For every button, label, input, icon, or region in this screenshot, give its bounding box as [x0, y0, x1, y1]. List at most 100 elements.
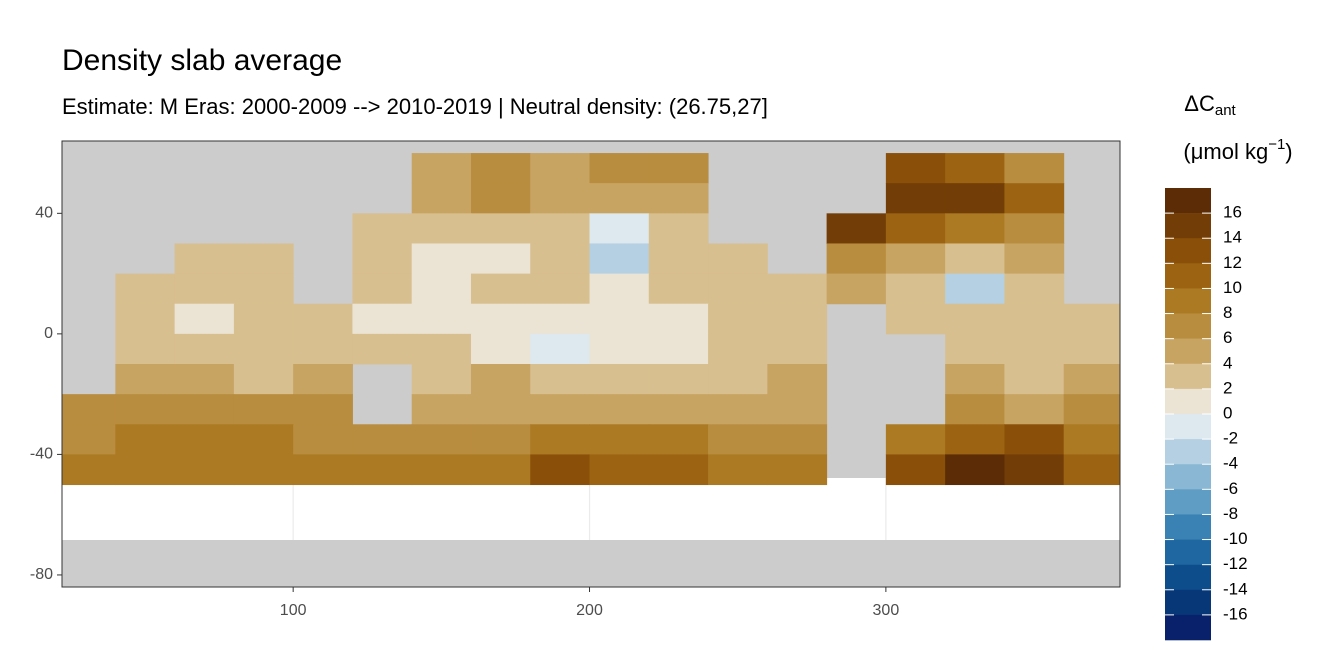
- cell: [411, 424, 472, 455]
- y-tick-label: -40: [30, 446, 53, 463]
- x-tick-label: 200: [576, 602, 603, 619]
- cell: [945, 394, 1005, 425]
- x-tick-label: 300: [873, 602, 900, 619]
- cell: [411, 183, 472, 214]
- cell: [530, 333, 591, 365]
- cell: [411, 153, 472, 184]
- cell: [1004, 454, 1065, 486]
- cell: [233, 364, 294, 395]
- cell: [174, 424, 235, 455]
- cell: [530, 213, 591, 244]
- cell: [530, 454, 591, 486]
- cell: [1063, 333, 1120, 365]
- cell: [589, 213, 650, 244]
- cell: [885, 454, 946, 486]
- cell: [115, 454, 176, 486]
- cell: [589, 364, 650, 395]
- cell: [708, 273, 768, 305]
- cell: [352, 213, 413, 244]
- legend-label: -14: [1223, 579, 1248, 598]
- cell: [411, 454, 472, 486]
- cell: [648, 213, 709, 244]
- cell: [708, 303, 768, 335]
- legend-label: -6: [1223, 479, 1238, 498]
- cell: [648, 273, 709, 305]
- legend-label: 0: [1223, 403, 1232, 422]
- cell: [233, 333, 294, 365]
- cell: [708, 333, 768, 365]
- legend: 16 14 12 10 8 6 4 2 0 -2 -4 -6 -8 -10 -12 -14 -16: [1165, 188, 1248, 641]
- cell: [470, 424, 531, 455]
- cell: [233, 454, 294, 486]
- cell: [530, 183, 591, 214]
- legend-title-sub: ant: [1215, 102, 1237, 119]
- cell: [945, 303, 1005, 335]
- cell: [233, 273, 294, 305]
- cell: [1004, 243, 1065, 275]
- legend-unit-sup: −1: [1268, 136, 1285, 153]
- cell: [589, 394, 650, 425]
- cell: [589, 273, 650, 305]
- cell: [62, 424, 116, 455]
- legend-swatch: [1165, 589, 1211, 616]
- cell: [1063, 303, 1120, 335]
- cell: [115, 394, 176, 425]
- cell: [767, 303, 828, 335]
- cell: [1063, 454, 1120, 486]
- y-tick-label: 0: [44, 325, 53, 342]
- cell: [174, 394, 235, 425]
- cell: [293, 394, 353, 425]
- cell: [174, 273, 235, 305]
- legend-swatch: [1165, 363, 1211, 390]
- legend-swatch: [1165, 439, 1211, 465]
- legend-swatch: [1165, 188, 1211, 214]
- cell: [945, 213, 1005, 244]
- legend-label: -12: [1223, 554, 1248, 573]
- legend-swatch: [1165, 514, 1211, 540]
- legend-swatch: [1165, 489, 1211, 515]
- legend-label: 10: [1223, 278, 1242, 297]
- cell: [648, 333, 709, 365]
- cell: [411, 273, 472, 305]
- cell: [767, 273, 828, 305]
- cell: [233, 424, 294, 455]
- cell: [233, 243, 294, 275]
- cell: [1004, 303, 1065, 335]
- cell: [885, 153, 946, 184]
- cell: [115, 333, 176, 365]
- cell: [767, 454, 828, 486]
- legend-swatch: [1165, 313, 1211, 339]
- legend-title-main: ΔC: [1184, 91, 1215, 116]
- cell: [293, 364, 353, 395]
- legend-label: -16: [1223, 604, 1248, 623]
- legend-swatch: [1165, 564, 1211, 591]
- cell: [1004, 333, 1065, 365]
- legend-label: -4: [1223, 454, 1238, 473]
- cell: [293, 454, 353, 486]
- cell: [826, 273, 887, 305]
- legend-label: -8: [1223, 504, 1238, 523]
- cell: [648, 364, 709, 395]
- cell: [411, 243, 472, 275]
- cell: [589, 454, 650, 486]
- cell: [708, 424, 768, 455]
- land: [62, 540, 1120, 587]
- cell: [648, 303, 709, 335]
- chart-title: Density slab average: [62, 44, 342, 77]
- y-tick-label: 40: [35, 205, 53, 222]
- cell: [1004, 424, 1065, 455]
- x-tick-label: 100: [280, 602, 307, 619]
- cell: [115, 424, 176, 455]
- cell: [589, 183, 650, 214]
- cell: [945, 153, 1005, 184]
- legend-swatch: [1165, 414, 1211, 440]
- cell: [530, 394, 591, 425]
- cell: [885, 273, 946, 305]
- cell: [648, 153, 709, 184]
- cell: [648, 394, 709, 425]
- cell: [530, 424, 591, 455]
- cell: [589, 333, 650, 365]
- cell: [293, 333, 353, 365]
